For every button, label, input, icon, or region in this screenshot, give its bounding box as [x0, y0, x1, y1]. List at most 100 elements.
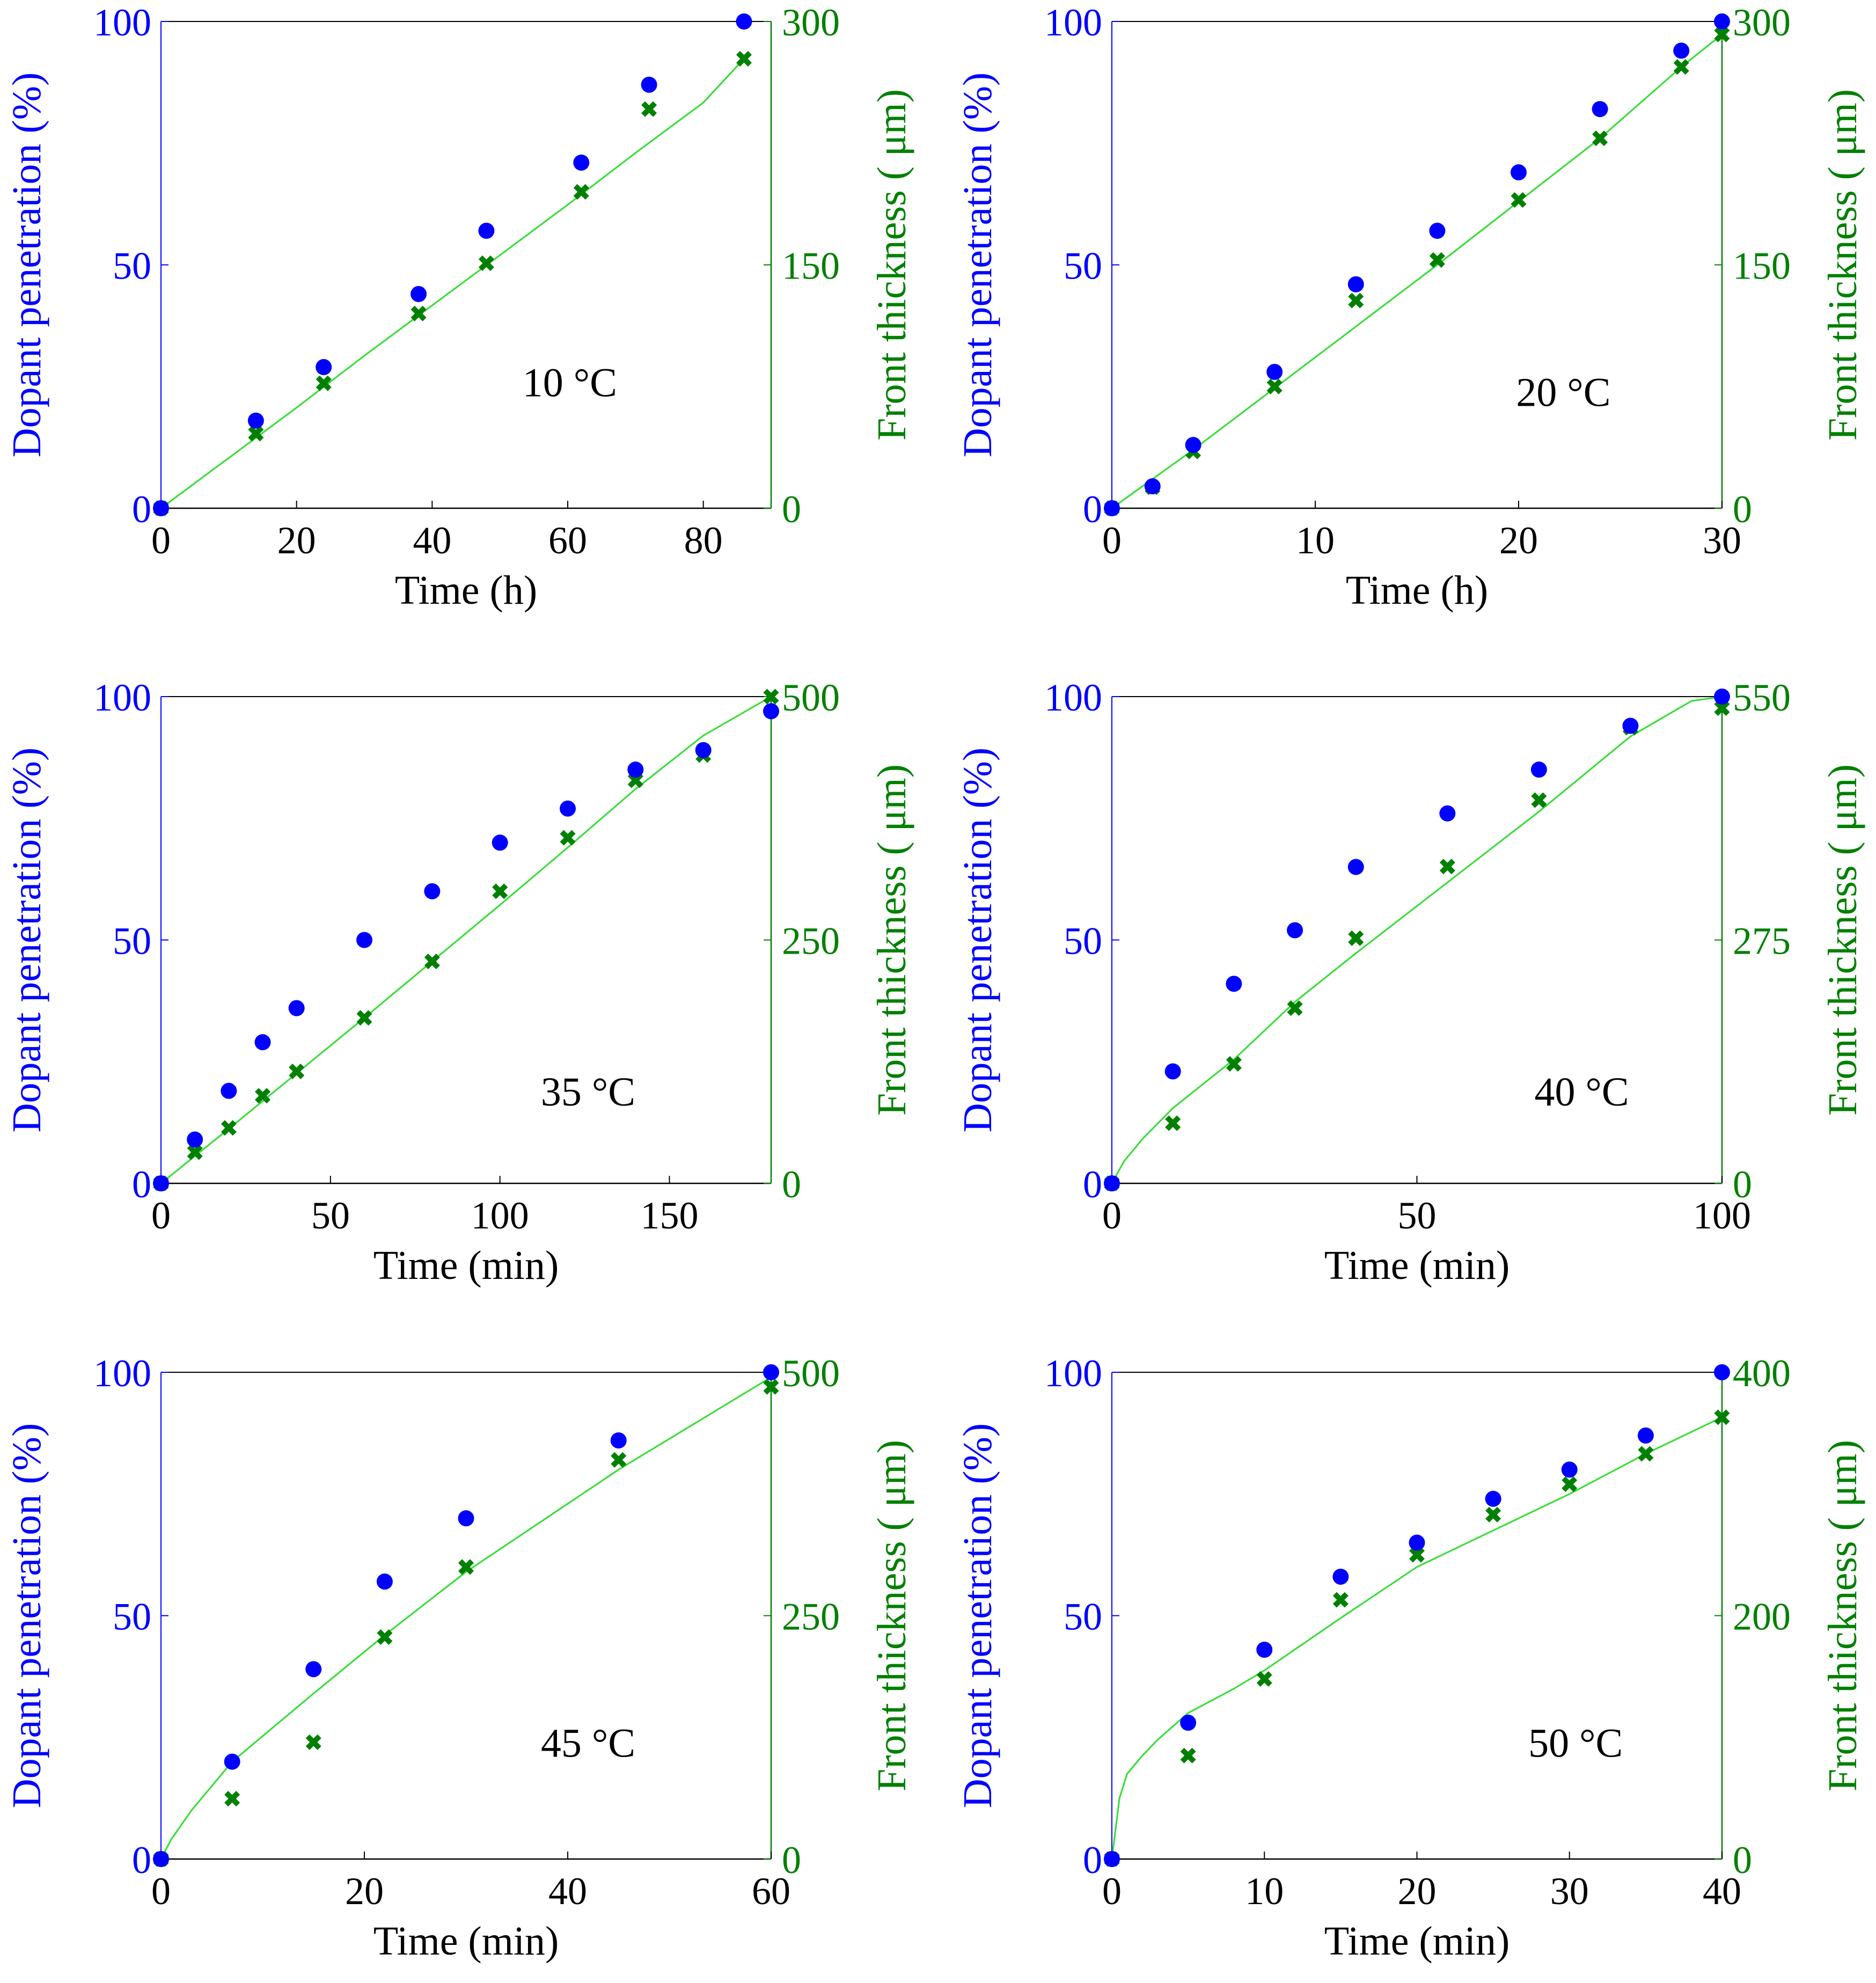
y-right-tick-label: 0 [1733, 488, 1752, 531]
y-right-tick-label: 200 [1733, 1596, 1791, 1638]
penetration-point [492, 835, 508, 851]
front-thickness-point [248, 426, 264, 442]
x-tick-label: 20 [345, 1870, 384, 1913]
temperature-label: 20 °C [1516, 370, 1610, 415]
y-right-tick-label: 150 [1733, 245, 1791, 288]
x-tick-label: 10 [1245, 1870, 1284, 1913]
front-thickness-point [305, 1734, 321, 1750]
penetration-point [1511, 164, 1527, 181]
penetration-point [1530, 762, 1547, 778]
front-thickness-point [478, 255, 494, 272]
front-thickness-point [1638, 1446, 1654, 1462]
front-thickness-point [1165, 1115, 1181, 1131]
y-right-tick-label: 500 [782, 676, 840, 719]
y-left-tick-label: 0 [1083, 1163, 1102, 1206]
penetration-point [736, 13, 752, 30]
y-left-tick-label: 50 [113, 1596, 151, 1638]
temperature-label: 40 °C [1534, 1070, 1629, 1115]
penetration-point [1266, 364, 1283, 380]
y-left-tick-label: 100 [93, 676, 151, 719]
penetration-point [627, 762, 644, 778]
penetration-point [221, 1082, 237, 1099]
front-thickness-point [492, 883, 508, 899]
front-thickness-point [289, 1063, 305, 1079]
penetration-point [1714, 1364, 1730, 1380]
fit-line [160, 58, 745, 509]
penetration-point [1144, 478, 1161, 495]
front-thickness-point [1266, 378, 1283, 394]
x-tick-label: 30 [1550, 1870, 1589, 1913]
fit-line [1111, 34, 1723, 509]
front-thickness-point [611, 1452, 627, 1468]
penetration-point [1714, 13, 1730, 30]
penetration-point [763, 703, 779, 720]
y-left-axis-label: Dopant penetration (%) [955, 1423, 1000, 1809]
x-axis-label: Time (h) [395, 568, 537, 613]
front-thickness-point [763, 689, 779, 705]
front-thickness-point [573, 184, 589, 200]
penetration-point [1637, 1427, 1654, 1444]
y-right-axis-label: Front thickness ( μm) [1820, 1440, 1865, 1791]
penetration-point [573, 155, 590, 171]
y-left-tick-label: 100 [1044, 1352, 1102, 1395]
temperature-label: 50 °C [1528, 1721, 1623, 1766]
y-right-tick-label: 0 [1733, 1163, 1752, 1206]
x-tick-label: 0 [1102, 1194, 1122, 1237]
front-thickness-point [1714, 26, 1730, 42]
penetration-point [153, 1175, 169, 1191]
x-tick-label: 30 [1703, 519, 1741, 562]
penetration-point [1429, 223, 1446, 239]
front-thickness-point [1180, 1747, 1196, 1764]
chart-panel-3: 0 50 100 150 0 50 100 0 250 500 Time (min) Dopant p… [4, 676, 914, 1288]
front-thickness-point [1332, 1592, 1349, 1608]
penetration-point [411, 286, 427, 302]
y-right-tick-label: 0 [782, 1163, 801, 1206]
x-tick-label: 20 [1398, 1870, 1437, 1913]
penetration-point [1347, 859, 1364, 875]
front-thickness-point [424, 953, 440, 969]
x-tick-label: 20 [277, 519, 316, 562]
x-axis-label: Time (min) [1324, 1919, 1510, 1964]
y-left-tick-label: 50 [1064, 245, 1102, 288]
penetration-point [610, 1432, 627, 1448]
temperature-label: 10 °C [523, 360, 617, 405]
y-left-axis-label: Dopant penetration (%) [955, 748, 1000, 1133]
penetration-point [288, 1000, 305, 1016]
front-thickness-point [316, 375, 332, 391]
y-left-tick-label: 100 [93, 1352, 151, 1395]
penetration-point [356, 932, 372, 948]
penetration-point [560, 800, 576, 817]
front-thickness-point [1673, 59, 1689, 75]
front-thickness-point [1348, 292, 1364, 309]
penetration-point [1287, 922, 1303, 939]
y-right-axis-label: Front thickness ( μm) [1820, 89, 1865, 441]
front-thickness-point [1485, 1506, 1501, 1523]
front-thickness-point [1429, 252, 1445, 268]
y-left-tick-label: 0 [132, 1163, 151, 1206]
penetration-point [458, 1510, 474, 1527]
y-right-tick-label: 300 [782, 1, 840, 44]
front-thickness-point [221, 1120, 237, 1136]
y-right-tick-label: 150 [782, 245, 840, 288]
y-right-tick-label: 0 [1733, 1839, 1752, 1882]
penetration-point [187, 1131, 203, 1148]
y-right-tick-label: 275 [1733, 920, 1791, 963]
y-right-tick-label: 400 [1733, 1352, 1791, 1395]
penetration-point [641, 76, 657, 93]
x-tick-label: 60 [752, 1870, 790, 1913]
front-thickness-point [641, 101, 657, 117]
front-thickness-point [356, 1010, 372, 1026]
penetration-point [1332, 1568, 1349, 1585]
y-right-tick-label: 0 [782, 1839, 801, 1882]
front-thickness-point [1439, 859, 1455, 875]
y-left-tick-label: 0 [1083, 488, 1102, 531]
front-thickness-point [1226, 1056, 1242, 1072]
penetration-point [224, 1753, 240, 1770]
y-left-tick-label: 0 [132, 488, 151, 531]
penetration-point [247, 412, 264, 429]
